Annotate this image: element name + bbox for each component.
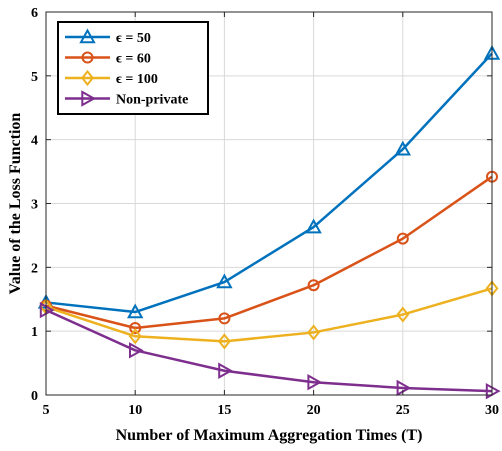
- data-point: [129, 342, 144, 359]
- series-line: [45, 287, 493, 343]
- series-line: [45, 52, 493, 314]
- data-point: [307, 279, 320, 292]
- legend-marker: [81, 90, 97, 107]
- series-3: [39, 301, 501, 400]
- legend-label: ϵ = 50: [116, 31, 151, 46]
- x-tick-label: 5: [43, 403, 50, 418]
- data-point: [394, 140, 411, 156]
- y-tick-label: 1: [31, 325, 38, 340]
- legend-marker: [81, 51, 94, 64]
- legend-label: Non-private: [116, 93, 188, 108]
- legend-label: ϵ = 100: [116, 72, 158, 87]
- data-point: [307, 374, 323, 391]
- legend-marker: [81, 69, 94, 87]
- data-point: [305, 218, 322, 234]
- y-tick-label: 0: [31, 389, 38, 404]
- plot-series: [37, 44, 501, 400]
- data-point: [39, 301, 55, 319]
- legend-entry: ϵ = 60: [65, 51, 151, 67]
- axis-ticks: 5 10 15 20 25 30 0 1 2 3 4 5 6: [31, 6, 499, 418]
- legend-marker: [79, 28, 96, 44]
- x-tick-label: 30: [485, 403, 499, 418]
- y-axis-title: Value of the Loss Function: [7, 113, 24, 295]
- y-tick-label: 6: [31, 6, 38, 21]
- y-tick-label: 4: [31, 134, 38, 149]
- data-point: [396, 232, 409, 245]
- legend-entry: Non-private: [65, 90, 188, 108]
- series-line: [45, 175, 493, 330]
- data-point: [485, 382, 501, 400]
- x-axis-title: Number of Maximum Aggregation Times (T): [116, 427, 423, 444]
- x-tick-label: 20: [307, 403, 321, 418]
- data-point: [128, 328, 142, 345]
- legend-entry: ϵ = 50: [65, 28, 151, 46]
- y-tick-label: 3: [31, 198, 38, 213]
- data-point: [216, 273, 233, 289]
- data-point: [218, 312, 231, 325]
- data-point: [127, 303, 144, 319]
- x-tick-label: 15: [217, 403, 231, 418]
- data-point: [217, 333, 231, 350]
- y-tick-label: 2: [31, 261, 38, 276]
- legend: ϵ = 50 ϵ = 60 ϵ = 100 Non-private: [57, 21, 209, 115]
- series-line: [45, 308, 493, 393]
- data-point: [218, 362, 233, 379]
- y-tick-label: 5: [31, 70, 38, 85]
- data-point: [396, 306, 410, 323]
- legend-entry: ϵ = 100: [65, 69, 158, 87]
- data-point: [129, 321, 142, 334]
- x-tick-label: 10: [128, 403, 142, 418]
- data-point: [396, 379, 412, 397]
- legend-label: ϵ = 60: [116, 52, 151, 67]
- x-tick-label: 25: [396, 403, 410, 418]
- data-point: [307, 324, 321, 341]
